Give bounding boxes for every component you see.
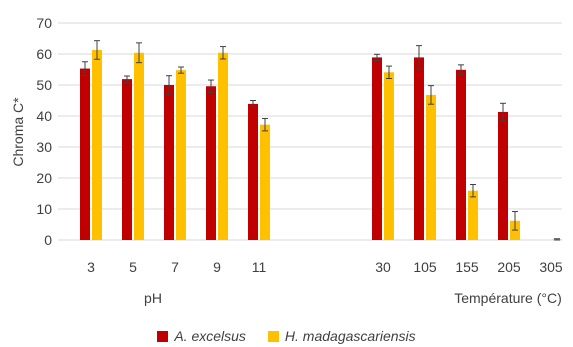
x-tick-label: 3	[87, 259, 95, 275]
y-tick-label: 70	[36, 15, 52, 31]
legend-swatch-h-madagascariensis	[267, 330, 279, 342]
error-bar	[250, 100, 256, 108]
legend-label-a-excelsus: A. excelsus	[174, 328, 246, 344]
y-tick-label: 0	[44, 232, 52, 248]
error-bar	[136, 42, 142, 64]
error-bar	[386, 65, 392, 79]
legend-item-h-madagascariensis: H. madagascariensis	[267, 328, 416, 344]
error-bar	[416, 45, 422, 70]
bar-a-excelsus	[414, 57, 424, 240]
bar-h-madagascariensis	[468, 190, 478, 240]
error-bar	[166, 75, 172, 95]
bar-h-madagascariensis	[92, 49, 102, 240]
y-tick-label: 40	[36, 108, 52, 124]
legend: A. excelsus H. madagascariensis	[0, 326, 573, 346]
legend-item-a-excelsus: A. excelsus	[157, 328, 246, 344]
x-tick-label: 7	[171, 259, 179, 275]
bar-h-madagascariensis	[218, 52, 228, 241]
x-tick-labels: 3 5 7 9 11 30 105 155 205 305	[87, 259, 563, 275]
x-tick-label: 105	[413, 259, 437, 275]
x-tick-label: 30	[375, 259, 391, 275]
x-tick-label: 11	[252, 259, 267, 275]
error-bar	[554, 238, 560, 241]
bar-h-madagascariensis	[384, 72, 394, 240]
y-tick-label: 60	[36, 46, 52, 62]
bar-a-excelsus	[248, 103, 258, 240]
bar-h-madagascariensis	[260, 124, 270, 240]
error-bar	[428, 85, 434, 105]
error-bar	[374, 53, 380, 62]
bar-a-excelsus	[80, 68, 90, 240]
bar-a-excelsus	[498, 111, 508, 240]
bar-h-madagascariensis	[426, 94, 436, 240]
y-tick-label: 30	[36, 139, 52, 155]
x-tick-label: 9	[213, 259, 221, 275]
bars	[80, 49, 562, 241]
bar-h-madagascariensis	[176, 70, 186, 241]
x-group-label-ph: pH	[144, 290, 162, 306]
y-tick-label: 10	[36, 201, 52, 217]
legend-swatch-a-excelsus	[157, 330, 169, 342]
x-tick-label: 155	[455, 259, 479, 275]
error-bar	[500, 102, 506, 122]
gridlines	[58, 22, 562, 241]
error-bar	[458, 64, 464, 76]
bar-a-excelsus	[206, 86, 216, 241]
error-bar	[470, 184, 476, 198]
error-bar	[124, 75, 130, 83]
bar-h-madagascariensis	[134, 52, 144, 241]
x-group-label-temperature: Température (°C)	[454, 290, 562, 306]
bar-a-excelsus	[122, 79, 132, 240]
x-tick-label: 305	[539, 259, 563, 275]
x-tick-label: 5	[129, 259, 137, 275]
x-group-labels: pH Température (°C)	[144, 290, 562, 306]
error-bar	[512, 210, 518, 231]
error-bar	[262, 117, 268, 132]
error-bar	[82, 61, 88, 76]
y-axis-title: Chroma C*	[10, 97, 26, 167]
bar-a-excelsus	[372, 57, 382, 240]
error-bar	[178, 66, 184, 74]
error-bars	[82, 40, 560, 241]
x-tick-label: 205	[497, 259, 521, 275]
y-tick-label: 20	[36, 170, 52, 186]
y-tick-labels: 0 10 20 30 40 50 60 70	[36, 15, 52, 248]
legend-label-h-madagascariensis: H. madagascariensis	[284, 328, 416, 344]
bar-a-excelsus	[164, 85, 174, 240]
error-bar	[220, 46, 226, 60]
error-bar	[208, 79, 214, 93]
error-bar	[94, 40, 100, 60]
bar-a-excelsus	[456, 69, 466, 240]
y-tick-label: 50	[36, 77, 52, 93]
